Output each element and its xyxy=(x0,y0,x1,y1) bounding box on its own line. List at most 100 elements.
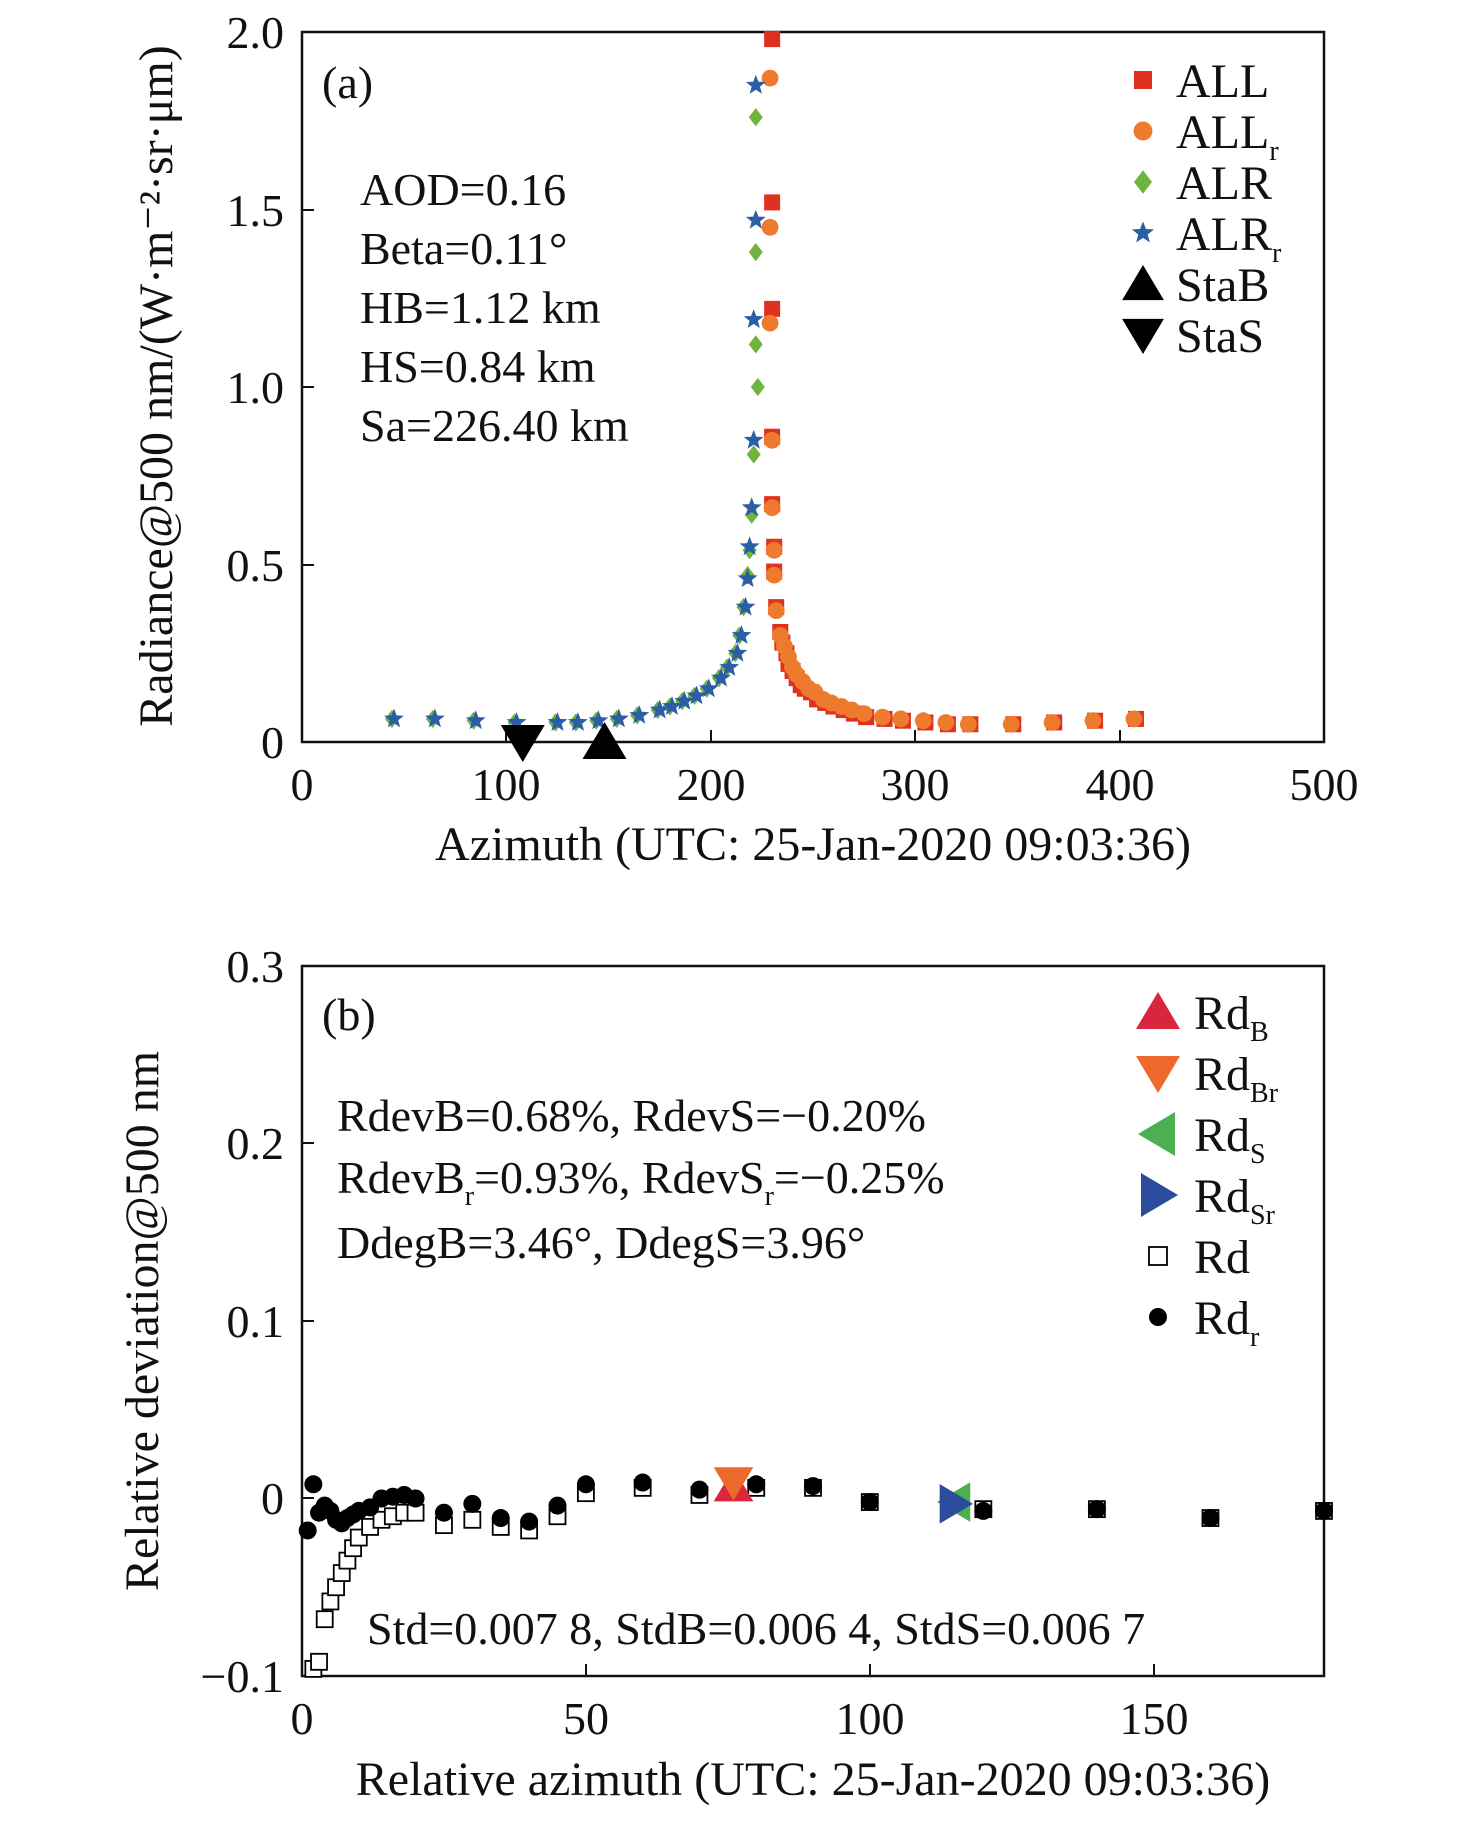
legend-marker-rd xyxy=(1148,1246,1168,1266)
panel-a-xtick: 100 xyxy=(472,759,541,810)
legend-label-rdsr: RdSr xyxy=(1194,1170,1276,1231)
data-point-rdr xyxy=(1201,1509,1220,1528)
data-point-rdr xyxy=(298,1521,317,1540)
panel-b-y-ticks: −0.1 0 0.1 0.2 0.3 xyxy=(201,941,314,1702)
panel-b-xtick: 0 xyxy=(291,1693,314,1744)
data-point-alrr xyxy=(739,536,760,556)
panel-a-xtick: 400 xyxy=(1086,759,1155,810)
data-point-rdr xyxy=(520,1512,539,1531)
panel-b-xtick: 150 xyxy=(1120,1693,1189,1744)
legend-label-alrr: ALRr xyxy=(1176,208,1282,269)
panel-b-y-axis-label: Relative deviation@500 nm xyxy=(116,1051,169,1591)
panel-a: (a) 0 100 200 300 400 500 0 0.5 1.0 1.5 … xyxy=(130,7,1359,871)
legend-label-rdb: RdB xyxy=(1194,987,1269,1048)
data-point-alrr xyxy=(719,657,740,676)
data-point-rdr xyxy=(860,1493,879,1512)
legend-marker-allr xyxy=(1133,121,1153,141)
legend-marker-all xyxy=(1134,71,1152,89)
panel-a-ytick: 0 xyxy=(261,717,284,768)
data-point-alrr xyxy=(425,708,445,728)
data-point-rdr xyxy=(633,1473,652,1492)
data-point-alr xyxy=(748,108,763,127)
legend-label-rdbr: RdBr xyxy=(1194,1048,1279,1109)
legend-label-rdr: Rdr xyxy=(1194,1292,1260,1353)
panel-b-ytick: 0.1 xyxy=(227,1296,285,1347)
data-point-alrr xyxy=(741,497,762,517)
panel-b-xtick: 100 xyxy=(836,1693,905,1744)
panel-b-label: (b) xyxy=(322,989,376,1040)
data-point-alrr xyxy=(649,699,670,719)
data-point-allr xyxy=(1125,710,1143,728)
data-point-allr xyxy=(761,314,779,332)
panel-a-y-ticks: 0 0.5 1.0 1.5 2.0 xyxy=(227,7,314,768)
annotation-hb: HB=1.12 km xyxy=(360,282,601,333)
annotation-sa: Sa=226.40 km xyxy=(360,400,629,451)
data-point-allr xyxy=(855,705,873,722)
panel-a-annotations: AOD=0.16 Beta=0.11° HB=1.12 km HS=0.84 k… xyxy=(360,164,629,451)
data-point-rdr xyxy=(463,1494,482,1513)
panel-a-xtick: 500 xyxy=(1290,759,1359,810)
legend-label-stas: StaS xyxy=(1176,310,1264,363)
data-point-all xyxy=(764,31,781,48)
legend-label-allr: ALLr xyxy=(1176,106,1279,167)
panel-a-y-axis-label: Radiance@500 nm/(W·m⁻²·sr·μm) xyxy=(130,45,183,726)
panel-b-x-ticks: 0 50 100 150 xyxy=(291,1664,1189,1744)
data-point-allr xyxy=(767,602,785,620)
legend-marker-alr xyxy=(1134,170,1152,194)
data-point-rdr xyxy=(304,1475,323,1494)
data-point-alr xyxy=(748,335,763,354)
data-point-rdr xyxy=(1315,1501,1333,1520)
data-point-alrr xyxy=(506,712,527,731)
legend-label-all: ALL xyxy=(1176,55,1269,108)
panel-b-annotations: RdevB=0.68%, RdevS=−0.20% RdevBr=0.93%, R… xyxy=(337,1090,1145,1654)
data-point-allr xyxy=(914,712,932,730)
data-point-all xyxy=(764,300,781,317)
data-point-allr xyxy=(1002,715,1020,733)
panel-b-annotation: RdevBr=0.93%, RdevSr=−0.25% xyxy=(337,1152,945,1212)
panel-a-data-marks xyxy=(384,31,1144,762)
panel-a-ytick: 1.0 xyxy=(227,362,285,413)
data-point-allr xyxy=(959,715,977,733)
data-point-alrr xyxy=(384,708,404,728)
data-point-alrr xyxy=(731,625,752,644)
data-point-rdr xyxy=(576,1475,595,1494)
legend-marker-alrr xyxy=(1131,221,1155,243)
panel-b-annotation: Std=0.007 8, StdB=0.006 4, StdS=0.006 7 xyxy=(367,1603,1145,1654)
data-point-alrr xyxy=(662,696,682,715)
data-point-all xyxy=(764,194,781,211)
panel-a-xtick: 300 xyxy=(881,759,950,810)
legend-marker-stas xyxy=(1122,318,1164,354)
data-point-alr xyxy=(748,243,763,262)
data-point-stab xyxy=(582,722,627,759)
data-point-alrr xyxy=(674,690,695,710)
data-point-rd xyxy=(463,1510,482,1529)
panel-a-ytick: 1.5 xyxy=(227,185,285,236)
legend-marker-stab xyxy=(1122,265,1164,301)
panel-b-annotation: RdevB=0.68%, RdevS=−0.20% xyxy=(337,1090,926,1141)
data-point-alrr xyxy=(588,710,609,730)
data-point-alrr xyxy=(727,642,748,662)
data-point-rdr xyxy=(548,1496,567,1515)
data-point-alr xyxy=(746,445,761,464)
panel-b: (b) 0 50 100 150 −0.1 0 0.1 0.2 0.3 Rela… xyxy=(116,941,1333,1806)
data-point-alrr xyxy=(711,667,731,687)
legend-marker-rdbr xyxy=(1136,1056,1180,1093)
data-point-alrr xyxy=(698,678,719,698)
data-point-allr xyxy=(892,710,910,728)
data-point-allr xyxy=(765,541,783,559)
data-point-alr xyxy=(750,377,765,397)
data-point-alrr xyxy=(745,74,766,94)
panel-a-x-ticks: 0 100 200 300 400 500 xyxy=(291,730,1359,810)
legend-marker-rdb xyxy=(1136,992,1180,1029)
data-point-allr xyxy=(1084,712,1102,730)
panel-a-ytick: 0.5 xyxy=(227,540,285,591)
annotation-beta: Beta=0.11° xyxy=(360,223,567,274)
panel-a-label: (a) xyxy=(322,57,373,108)
legend-label-stab: StaB xyxy=(1176,259,1269,312)
data-point-alrr xyxy=(465,710,486,730)
data-point-alrr xyxy=(735,596,756,616)
panel-b-ytick: −0.1 xyxy=(201,1651,284,1702)
